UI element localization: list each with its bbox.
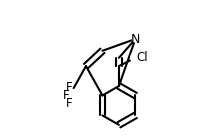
Text: F: F [66, 97, 72, 110]
Circle shape [62, 88, 77, 103]
Text: F: F [66, 81, 72, 94]
Circle shape [131, 53, 140, 63]
Text: F: F [63, 89, 70, 102]
Text: N: N [131, 33, 140, 46]
Text: Cl: Cl [136, 51, 148, 64]
Circle shape [132, 36, 138, 42]
